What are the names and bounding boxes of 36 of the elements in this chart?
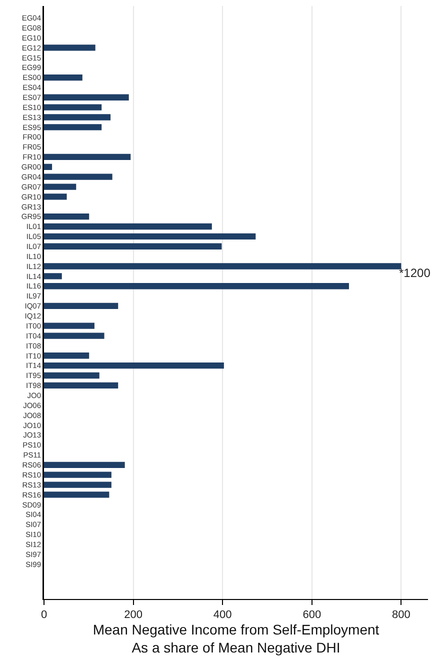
bar [44,174,112,180]
x-tick-label: 0 [40,609,48,622]
bar [44,194,67,200]
bar [44,372,100,379]
bar [44,114,111,120]
bar [44,164,52,170]
bar [44,104,102,110]
bar [44,214,90,220]
bar [44,154,131,160]
bar [44,472,112,478]
x-tick-label: 400 [213,609,232,622]
x-tick-label: 800 [392,609,410,622]
bar [44,223,212,230]
bar [44,94,129,100]
bar [44,273,62,280]
bar [44,283,349,290]
bar [44,124,102,130]
bar [44,482,112,488]
annotation: *1200 [399,266,431,280]
bar [44,352,90,359]
bar [44,362,224,369]
bar [44,492,110,498]
bar [44,382,118,389]
bar [44,233,256,240]
bar [44,322,94,329]
bar [44,462,125,468]
bar [44,302,118,310]
bar [44,44,96,51]
bar [44,332,104,339]
x-tick-label: 600 [302,609,322,622]
x-tick-label: 200 [124,609,142,622]
bar [44,243,222,250]
x-axis-title: Mean Negative Income from Self-Employment As a share of Mean Negative DHI [92,622,380,656]
bar [44,74,82,81]
bar [44,263,402,270]
bar [44,184,76,190]
